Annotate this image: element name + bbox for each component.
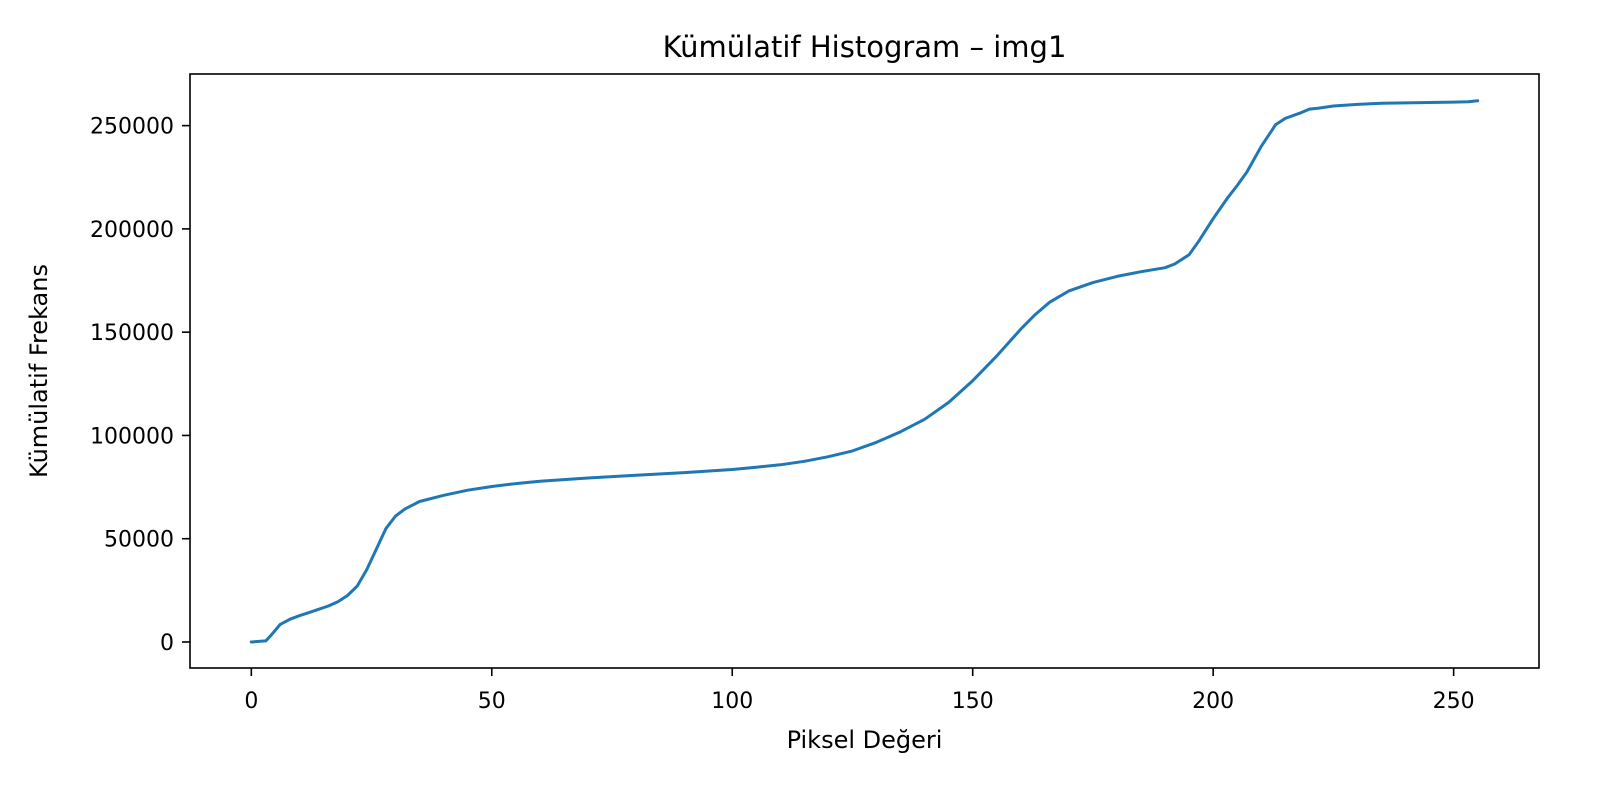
x-tick-label: 150 xyxy=(952,689,994,714)
x-tick-label: 250 xyxy=(1433,689,1475,714)
y-axis: 0 50000 100000 150000 200000 250000 xyxy=(90,115,190,656)
y-tick-label: 0 xyxy=(160,631,174,656)
chart-title: Kümülatif Histogram – img1 xyxy=(663,30,1067,64)
plot-area xyxy=(189,73,1540,669)
x-tick-label: 50 xyxy=(478,689,506,714)
x-tick-label: 100 xyxy=(711,689,753,714)
series-line-cumulative-frequency xyxy=(249,99,1480,644)
y-tick-label: 50000 xyxy=(104,528,174,553)
y-tick-label: 200000 xyxy=(90,218,174,243)
x-axis: 0 50 100 150 200 250 xyxy=(244,668,1475,714)
y-tick-label: 100000 xyxy=(90,424,174,449)
x-axis-title: Piksel Değeri xyxy=(787,726,943,754)
x-tick-label: 0 xyxy=(244,689,258,714)
y-tick-label: 250000 xyxy=(90,115,174,140)
y-axis-title: Kümülatif Frekans xyxy=(25,264,53,478)
plot-frame xyxy=(189,73,1540,669)
y-tick-label: 150000 xyxy=(90,321,174,346)
x-tick-label: 200 xyxy=(1192,689,1234,714)
